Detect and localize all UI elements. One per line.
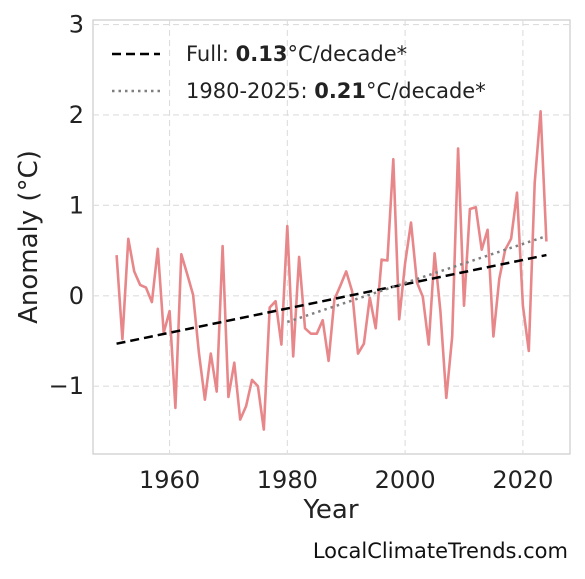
trend-layer	[116, 234, 547, 345]
footer-credit: LocalClimateTrends.com	[313, 539, 568, 563]
x-tick-label: 1980	[257, 466, 318, 494]
anomaly-series-line	[115, 110, 548, 431]
y-tick-label: 2	[69, 101, 84, 129]
x-axis-label: Year	[302, 495, 358, 525]
legend: Full: 0.13°C/decade* 1980-2025: 0.21°C/d…	[112, 42, 486, 103]
y-tick-label: 3	[69, 11, 84, 39]
x-tick-label: 1960	[139, 466, 200, 494]
legend-full-label: Full: 0.13°C/decade*	[186, 42, 407, 66]
full-trend-line	[116, 253, 547, 345]
series-layer	[115, 110, 548, 431]
y-axis-label: Anomaly (°C)	[14, 150, 44, 324]
y-tick-label: 0	[69, 282, 84, 310]
y-tick-label: 1	[69, 191, 84, 219]
legend-recent-label: 1980-2025: 0.21°C/decade*	[186, 79, 486, 103]
x-tick-label: 2020	[492, 466, 553, 494]
y-tick-label: −1	[49, 372, 84, 400]
plot-area	[92, 19, 571, 455]
grid	[93, 20, 570, 454]
tick-labels: 1960 1980 2000 2020 −1 0 1 2 3	[49, 11, 554, 494]
x-tick-label: 2000	[375, 466, 436, 494]
